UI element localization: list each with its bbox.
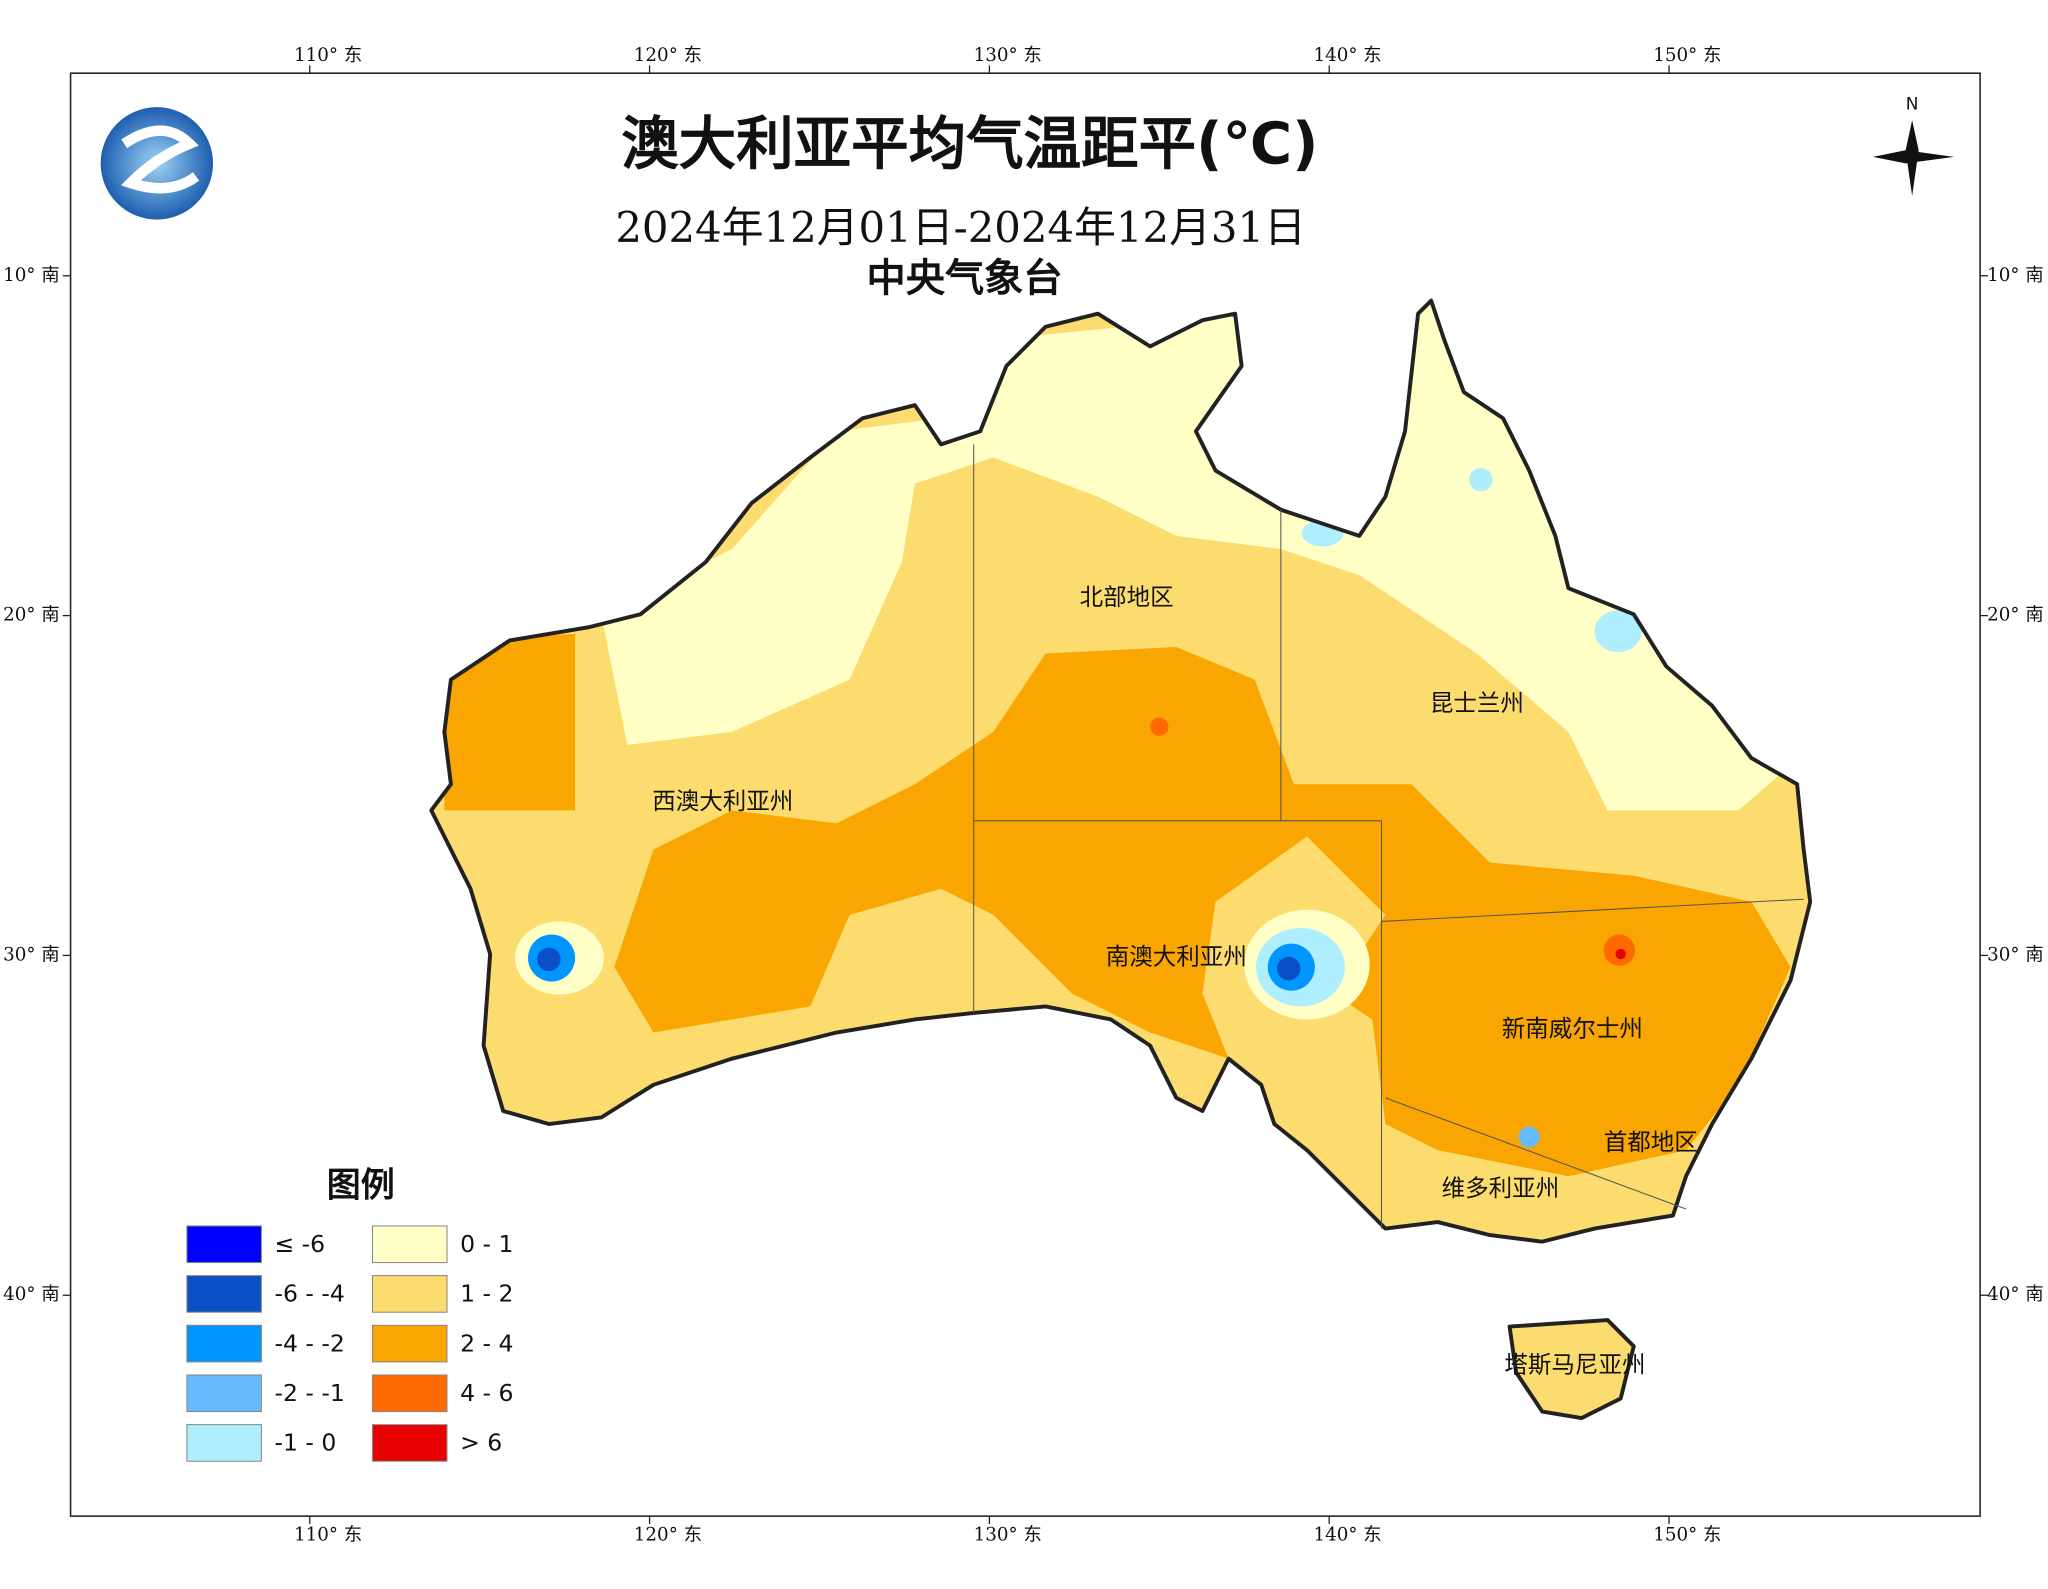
field-neg	[1594, 610, 1642, 653]
region-label: 北部地区	[1080, 583, 1174, 611]
lat-label: 30° 南	[3, 944, 60, 965]
legend-label: -2 - -1	[274, 1379, 344, 1407]
field-4-6	[1150, 717, 1169, 736]
region-label: 维多利亚州	[1442, 1174, 1560, 1202]
legend-swatch	[186, 1374, 262, 1413]
lat-label: 20° 南	[1987, 605, 2044, 626]
legend-swatch	[371, 1424, 448, 1462]
field-neg	[1469, 467, 1493, 492]
lon-label: 150° 东	[1653, 45, 1721, 66]
subtitle: 2024年12月01日-2024年12月31日	[615, 203, 1306, 252]
field-neg	[1276, 956, 1301, 981]
title: 澳大利亚平均气温距平(℃)	[621, 110, 1318, 177]
lon-label: 130° 东	[974, 45, 1042, 66]
legend-label: -6 - -4	[274, 1280, 344, 1308]
legend-swatch	[371, 1324, 448, 1363]
lon-label: 120° 东	[634, 1525, 702, 1546]
lon-label: 120° 东	[634, 45, 702, 66]
lat-label: 10° 南	[3, 265, 60, 286]
legend-swatch	[186, 1424, 262, 1462]
map-layer: N 澳大利亚平均气温距平(℃) 2024年12月01日-2024年12月31日 …	[3, 45, 2044, 1546]
legend-swatch	[186, 1275, 262, 1313]
state-borders	[973, 444, 1804, 1229]
region-label: 新南威尔士州	[1502, 1014, 1643, 1042]
field-gt6	[1615, 948, 1626, 960]
lon-label: 150° 东	[1653, 1525, 1721, 1546]
north-label: N	[1906, 95, 1919, 115]
lon-label: 130° 东	[974, 1525, 1042, 1546]
region-label: 南澳大利亚州	[1106, 943, 1247, 971]
lon-label: 140° 东	[1313, 45, 1381, 66]
legend-swatch	[186, 1225, 262, 1264]
field-2-4	[444, 633, 1791, 1177]
coastline	[429, 298, 1813, 1421]
legend-label: 2 - 4	[460, 1329, 513, 1357]
field-neg	[537, 947, 561, 972]
legend-title: 图例	[327, 1165, 395, 1205]
region-label: 昆士兰州	[1430, 689, 1524, 717]
lat-label: 40° 南	[3, 1284, 60, 1305]
field-neg	[1518, 1126, 1540, 1148]
lon-label: 110° 东	[294, 45, 362, 66]
lat-label: 20° 南	[3, 605, 60, 626]
organization: 中央气象台	[867, 257, 1063, 302]
legend-swatch	[371, 1275, 448, 1313]
legend-swatch	[371, 1225, 448, 1264]
legend-label: -1 - 0	[274, 1429, 336, 1457]
legend-label: 0 - 1	[460, 1230, 513, 1258]
legend-label: ≤ -6	[274, 1230, 325, 1258]
legend-swatch	[186, 1324, 262, 1363]
region-label: 首都地区	[1604, 1128, 1698, 1156]
lat-label: 10° 南	[1987, 265, 2044, 286]
lon-label: 140° 东	[1313, 1525, 1381, 1546]
compass	[1872, 120, 1954, 197]
lon-label: 110° 东	[294, 1525, 362, 1546]
legend-label: > 6	[460, 1429, 502, 1457]
lat-label: 30° 南	[1987, 944, 2044, 965]
legend-label: 4 - 6	[460, 1379, 513, 1407]
legend-label: 1 - 2	[460, 1280, 513, 1308]
lat-label: 40° 南	[1987, 1284, 2044, 1305]
region-label: 西澳大利亚州	[652, 787, 793, 815]
legend-label: -4 - -2	[274, 1329, 344, 1357]
legend-swatch	[371, 1374, 448, 1413]
region-label: 塔斯马尼亚州	[1504, 1350, 1645, 1378]
logo	[100, 107, 214, 220]
